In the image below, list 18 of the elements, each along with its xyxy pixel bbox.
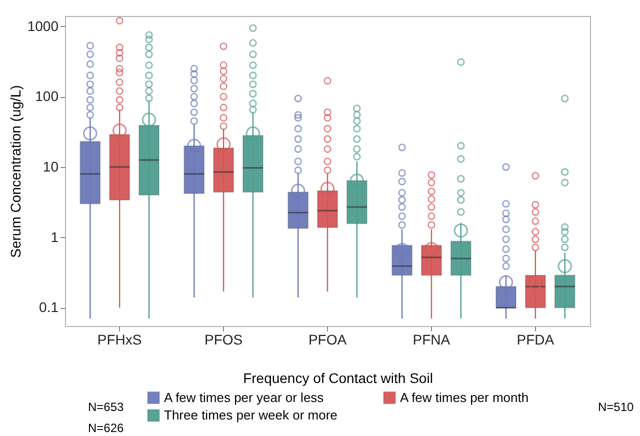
- y-axis-title: Serum Concentration (ug/L): [7, 85, 24, 258]
- x-tick-label: PFHxS: [97, 332, 142, 348]
- x-tick-label: PFNA: [412, 332, 451, 348]
- y-tick-label: 0.1: [39, 299, 59, 316]
- y-tick-label: 1000: [27, 18, 59, 34]
- legend-label: Three times per week or more: [164, 408, 338, 422]
- x-tick-label: PFOA: [308, 332, 348, 348]
- y-tick-label: 10: [42, 158, 59, 175]
- legend-label: A few times per month: [400, 390, 529, 405]
- text: N=510: [598, 400, 634, 414]
- legend-label: A few times per year or less: [164, 390, 324, 405]
- x-tick-label: PFOS: [204, 332, 243, 348]
- text: N=653: [88, 400, 124, 414]
- y-tick-label: 1: [50, 228, 59, 245]
- text: N=626: [88, 421, 124, 435]
- legend-title: Frequency of Contact with Soil: [243, 370, 433, 386]
- x-tick-label: PFDA: [516, 332, 555, 348]
- y-tick-label: 100: [35, 88, 59, 104]
